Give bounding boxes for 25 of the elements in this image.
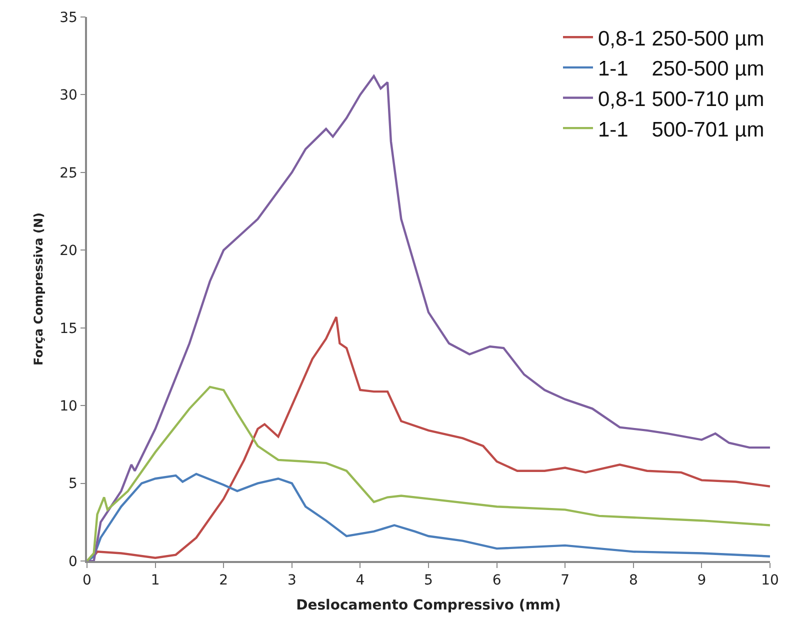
y-tick-label: 10 bbox=[60, 398, 78, 414]
legend-label: 0,8-1 250-500 µm bbox=[598, 27, 764, 50]
x-tick-label: 0 bbox=[82, 572, 92, 589]
x-tick-label: 1 bbox=[150, 572, 160, 589]
x-tick-label: 7 bbox=[560, 572, 570, 589]
y-tick-label: 25 bbox=[60, 165, 78, 182]
x-tick-label: 10 bbox=[761, 572, 779, 589]
x-tick-label: 8 bbox=[628, 572, 638, 589]
x-tick-label: 5 bbox=[424, 572, 433, 589]
y-tick-label: 30 bbox=[60, 88, 78, 104]
y-tick-label: 5 bbox=[68, 476, 78, 492]
y-tick-label: 20 bbox=[60, 243, 78, 260]
legend-label: 1-1 250-500 µm bbox=[598, 58, 764, 81]
x-axis-title: Deslocamento Compressivo (mm) bbox=[296, 597, 561, 614]
x-tick-label: 6 bbox=[492, 572, 502, 589]
legend-label: 1-1 500-701 µm bbox=[598, 118, 764, 142]
x-tick-label: 9 bbox=[697, 572, 706, 589]
x-tick-label: 3 bbox=[287, 572, 296, 589]
y-tick-label: 35 bbox=[60, 10, 78, 26]
x-tick-label: 2 bbox=[219, 572, 228, 589]
y-axis-title: Força Compressiva (N) bbox=[31, 212, 46, 366]
y-tick-label: 15 bbox=[60, 320, 78, 337]
y-tick-label: 0 bbox=[68, 554, 78, 570]
x-tick-label: 4 bbox=[356, 572, 365, 589]
legend-label: 0,8-1 500-710 µm bbox=[598, 88, 764, 111]
